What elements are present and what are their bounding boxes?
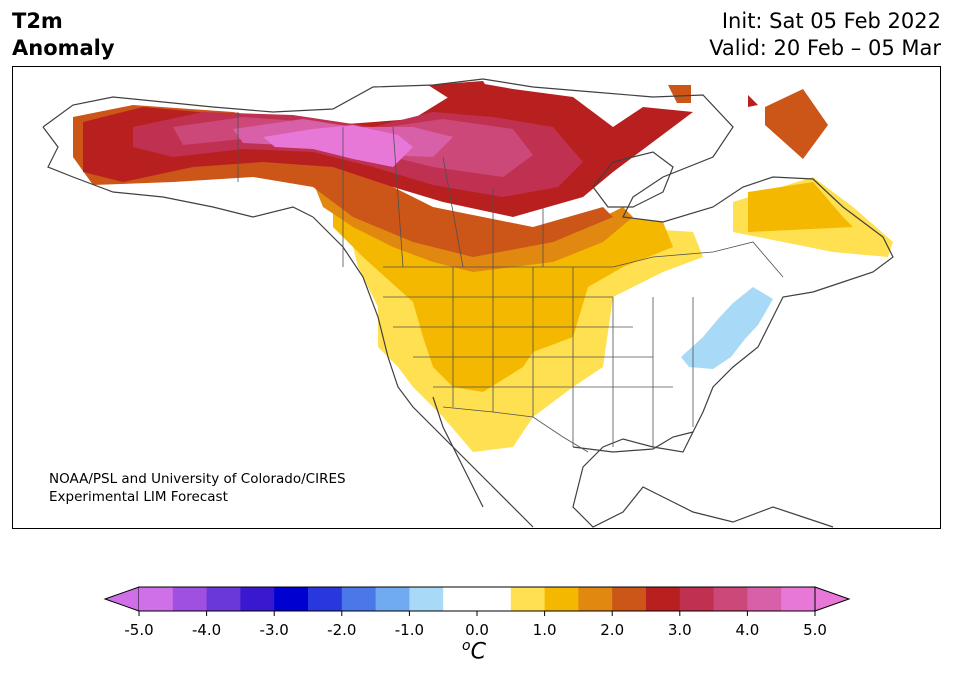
credit-text: NOAA/PSL and University of Colorado/CIRE… [49, 470, 346, 506]
colorbar-ticks: -5.0 -4.0 -3.0 -2.0 -1.0 0.0 1.0 2.0 3.0 4.0 5.0 [124, 611, 827, 639]
credit-line-1: NOAA/PSL and University of Colorado/CIRE… [49, 471, 346, 487]
anomaly-band-3 [313, 182, 633, 272]
title-line-2: Anomaly [12, 36, 115, 60]
north-america-coast [42, 78, 894, 528]
canada-us-border [383, 241, 784, 278]
colorbar-cell [477, 587, 512, 611]
colorbar-cell [544, 587, 579, 611]
anomaly-band-4 [668, 85, 691, 103]
colorbar-cell [139, 587, 174, 611]
credit-line-2: Experimental LIM Forecast [49, 489, 228, 505]
colorbar-tick-label: 3.0 [668, 621, 692, 639]
colorbar-cell [510, 587, 546, 611]
west-coast [312, 216, 534, 528]
colorbar-unit: oC [462, 638, 486, 664]
colorbar-cell [679, 587, 715, 611]
anomaly-band-cold [681, 287, 773, 369]
unit-base: C [470, 639, 486, 665]
colorbar-tick-label: 2.0 [600, 621, 624, 639]
colorbar-cell [240, 587, 275, 611]
colorbar-cell [375, 587, 410, 611]
anomaly-map [42, 78, 894, 528]
colorbar-cell [341, 587, 377, 611]
hudson-bay [592, 151, 674, 208]
province-line [392, 126, 404, 268]
anomaly-band-4 [765, 89, 828, 159]
colorbar-cell [308, 587, 343, 611]
colorbar-tick-label: -5.0 [124, 621, 153, 639]
colorbar-cell [409, 587, 444, 611]
colorbar-cell [443, 587, 478, 611]
colorbar-under-arrow [103, 586, 140, 612]
gulf-coast [572, 431, 694, 453]
anomaly-band-2 [748, 182, 853, 232]
colorbar-tick-label: -2.0 [327, 621, 356, 639]
colorbar-cell [646, 587, 681, 611]
init-date: Init: Sat 05 Feb 2022 [721, 9, 941, 33]
colorbar-tick-label: 5.0 [803, 621, 827, 639]
colorbar-over-arrow [814, 586, 851, 612]
colorbar-cell [578, 587, 613, 611]
colorbar-cell [781, 587, 816, 611]
political-borders [237, 112, 784, 453]
province-line [442, 156, 464, 268]
anomaly-band-5 [428, 81, 493, 101]
colorbar-tick-label: 4.0 [735, 621, 759, 639]
map-title: T2m Anomaly [12, 8, 115, 62]
colorbar-cell [274, 587, 309, 611]
colorbar-tick-label: 0.0 [465, 621, 489, 639]
baja-coast [432, 396, 484, 508]
colorbar-cell [713, 587, 748, 611]
colorbar-cell [612, 587, 647, 611]
colorbar-cells [103, 586, 851, 612]
anomaly-band-5 [748, 95, 758, 107]
alaska-coast [42, 126, 314, 218]
coastlines [42, 78, 894, 528]
colorbar-tick-label: -4.0 [192, 621, 221, 639]
colorbar-cell [172, 587, 208, 611]
map-panel: NOAA/PSL and University of Colorado/CIRE… [12, 66, 941, 529]
valid-date: Valid: 20 Feb – 05 Mar [709, 36, 941, 60]
colorbar-tick-label: -1.0 [395, 621, 424, 639]
colorbar-tick-label: 1.0 [533, 621, 557, 639]
unit-superscript: o [462, 638, 471, 654]
anomaly-band-9 [263, 125, 413, 167]
colorbar-cell [206, 587, 241, 611]
forecast-dates: Init: Sat 05 Feb 2022 Valid: 20 Feb – 05… [709, 8, 941, 62]
title-line-1: T2m [12, 9, 63, 33]
colorbar-cell [747, 587, 782, 611]
colorbar-tick-label: -3.0 [260, 621, 289, 639]
